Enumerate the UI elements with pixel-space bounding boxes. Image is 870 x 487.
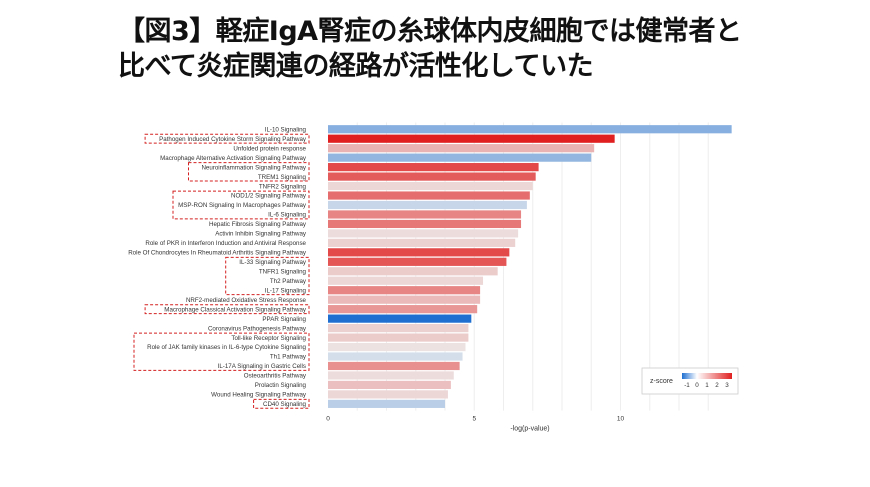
- bar: [328, 314, 472, 323]
- bar: [328, 399, 445, 408]
- category-label: Coronavirus Pathogenesis Pathway: [208, 325, 307, 332]
- bar: [328, 200, 527, 210]
- category-label: PPAR Signaling: [262, 316, 306, 323]
- category-label: Neuroinflammation Signaling Pathway: [201, 164, 306, 171]
- legend-tick-label: 1: [705, 382, 709, 389]
- category-label: NOD1/2 Signaling Pathway: [231, 193, 307, 200]
- category-label: CD40 Signaling: [263, 401, 307, 408]
- category-label: Role Of Chondrocytes In Rheumatoid Arthr…: [128, 250, 307, 257]
- slide-title-line-1: 【図3】軽症IgA腎症の糸球体内皮細胞では健常者と: [118, 16, 742, 47]
- bar: [328, 144, 595, 153]
- bar: [328, 257, 507, 266]
- slide-title-line-2: 比べて炎症関連の経路が活性化していた: [118, 51, 594, 82]
- highlight-box: [253, 398, 310, 409]
- category-label: Pathogen Induced Cytokine Storm Signalin…: [159, 136, 307, 143]
- category-label: IL-17 Signaling: [265, 287, 307, 294]
- x-tick-label: 5: [472, 416, 476, 423]
- bar: [328, 324, 469, 333]
- category-label: TREM1 Signaling: [258, 174, 307, 181]
- legend-tick-label: 0: [695, 382, 699, 389]
- x-tick-label: 0: [326, 416, 330, 423]
- highlight-box: [144, 133, 310, 144]
- category-label: Macrophage Classical Activation Signalin…: [164, 306, 307, 313]
- category-label: Wound Healing Signaling Pathway: [211, 392, 307, 399]
- category-label: TNFR2 Signaling: [259, 183, 307, 190]
- bar: [328, 181, 533, 191]
- bar: [328, 163, 539, 172]
- bar: [328, 380, 451, 390]
- category-label: Role of PKR in Interferon Induction and …: [145, 240, 306, 247]
- category-label: Role of JAK family kinases in IL-6-type …: [147, 344, 306, 351]
- bar: [328, 229, 519, 238]
- category-label: TNFR1 Signaling: [259, 268, 307, 275]
- bar: [328, 153, 592, 162]
- bar: [328, 352, 463, 361]
- bar: [328, 210, 522, 219]
- category-label: Hepatic Fibrosis Signaling Pathway: [209, 221, 307, 228]
- category-label: IL-6 Signaling: [268, 212, 306, 219]
- category-label: IL-17A Signaling in Gastric Cells: [218, 363, 306, 370]
- legend-color-scale: [682, 373, 732, 379]
- bar: [328, 267, 498, 276]
- bar: [328, 333, 469, 342]
- x-tick-label: 10: [617, 416, 625, 423]
- bar: [328, 248, 510, 257]
- highlight-box: [172, 190, 310, 220]
- bar: [328, 238, 516, 247]
- bar: [328, 219, 522, 229]
- category-label: MSP-RON Signaling In Macrophages Pathway: [178, 202, 307, 209]
- bar: [328, 295, 481, 304]
- legend-tick-label: 2: [715, 382, 719, 389]
- bar: [328, 191, 530, 200]
- slide-title: 【図3】軽症IgA腎症の糸球体内皮細胞では健常者と 比べて炎症関連の経路が活性化…: [118, 14, 858, 84]
- bar: [328, 125, 732, 134]
- category-label: Macrophage Alternative Activation Signal…: [160, 155, 307, 162]
- legend-box: [641, 367, 739, 395]
- category-label: IL-33 Signaling Pathway: [239, 259, 307, 266]
- x-axis-label: -log(p-value): [510, 426, 549, 433]
- category-label: IL-10 Signaling: [265, 126, 307, 133]
- bar: [328, 361, 460, 371]
- bar: [328, 390, 448, 399]
- highlight-box: [188, 162, 310, 182]
- category-label: Prolactin Signaling: [255, 382, 307, 389]
- category-label: Th1 Pathway: [270, 354, 307, 361]
- highlight-box: [133, 332, 310, 371]
- bar: [328, 286, 481, 295]
- legend-tick-label: -1: [684, 382, 690, 389]
- category-label: Toll-like Receptor Signaling: [231, 335, 306, 342]
- legend-title: z-score: [650, 378, 673, 385]
- bar: [328, 172, 536, 181]
- category-label: Activin Inhibin Signaling Pathway: [215, 231, 307, 238]
- bar: [328, 305, 478, 314]
- category-label: Th2 Pathway: [270, 278, 307, 285]
- bar: [328, 276, 484, 285]
- bar: [328, 342, 466, 352]
- category-label: Unfolded protein response: [233, 145, 306, 152]
- category-label: NRF2-mediated Oxidative Stress Response: [186, 297, 307, 304]
- highlight-box: [144, 304, 310, 315]
- highlight-box: [225, 256, 310, 296]
- legend-tick-label: 3: [725, 382, 729, 389]
- category-label: Osteoarthritis Pathway: [244, 373, 307, 380]
- bar: [328, 134, 615, 143]
- bar: [328, 371, 454, 380]
